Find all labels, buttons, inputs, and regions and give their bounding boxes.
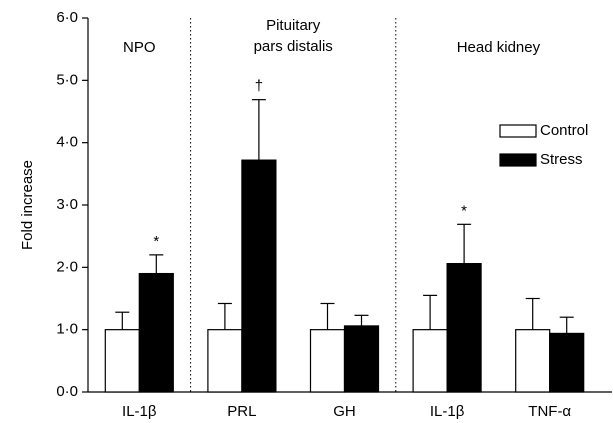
legend-label: Stress	[540, 151, 583, 168]
legend-label: Control	[540, 122, 588, 139]
error-bar	[149, 254, 164, 274]
bar	[343, 325, 380, 393]
error-bar	[115, 311, 130, 330]
legend-swatch	[499, 124, 537, 138]
y-tick-label: 4·0	[56, 134, 78, 151]
section-label: Head kidney	[457, 39, 541, 56]
x-tick-label: PRL	[227, 403, 256, 420]
y-tick-label: 2·0	[56, 258, 78, 275]
bar	[446, 262, 482, 393]
section-label: NPO	[123, 39, 156, 56]
section-label: pars distalis	[254, 38, 333, 55]
section-label: Pituitary	[266, 17, 321, 34]
y-tick-label: 6·0	[56, 9, 78, 26]
error-bar	[457, 223, 472, 264]
y-tick-label: 5·0	[56, 71, 78, 88]
x-tick-label: TNF-α	[528, 403, 571, 420]
x-tick-label: IL-1β	[122, 403, 157, 420]
error-bar	[354, 314, 369, 326]
y-tick-label: 1·0	[56, 321, 78, 338]
y-tick-label: 3·0	[56, 196, 78, 213]
bar	[309, 329, 346, 393]
significance-marker: †	[255, 78, 263, 95]
bar	[104, 329, 140, 393]
error-bar	[559, 316, 574, 334]
bar	[515, 329, 551, 393]
significance-marker: *	[153, 233, 159, 250]
bar	[549, 332, 585, 393]
bar	[207, 329, 243, 393]
error-bar	[525, 297, 540, 330]
bar	[241, 159, 277, 393]
y-tick-label: 0·0	[56, 383, 78, 400]
significance-marker: *	[461, 202, 467, 219]
y-axis-label: Fold increase	[19, 160, 36, 250]
error-bar	[320, 302, 335, 330]
x-tick-label: IL-1β	[430, 403, 465, 420]
bar	[412, 329, 448, 393]
error-bar	[423, 294, 438, 330]
x-tick-label: GH	[333, 403, 356, 420]
error-bar	[251, 99, 266, 161]
legend-swatch	[499, 153, 537, 167]
bar	[138, 272, 174, 393]
error-bar	[217, 302, 232, 330]
